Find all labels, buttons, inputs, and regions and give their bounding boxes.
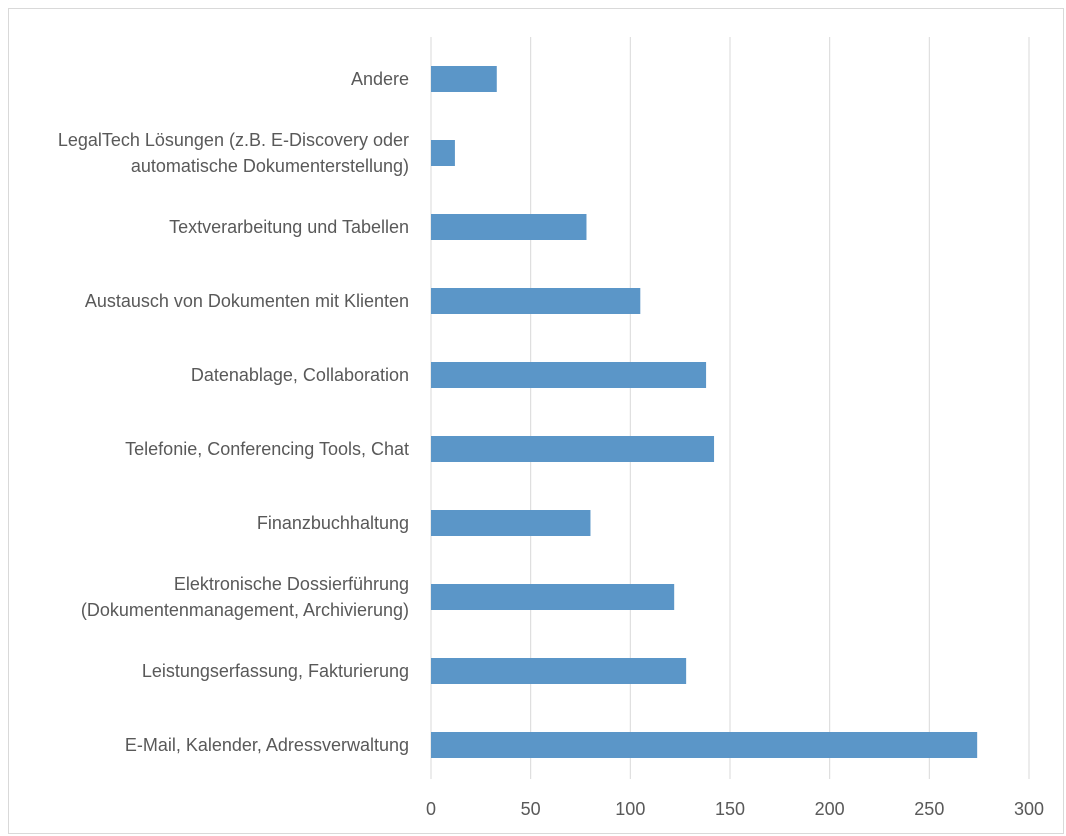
category-label: (Dokumentenmanagement, Archivierung) <box>81 600 409 620</box>
bar <box>431 66 497 92</box>
category-label: Telefonie, Conferencing Tools, Chat <box>125 439 409 459</box>
x-tick-label: 50 <box>521 799 541 819</box>
horizontal-bar-chart: E-Mail, Kalender, Adressverwaltung Leistu… <box>58 37 1044 819</box>
x-tick-label: 150 <box>715 799 745 819</box>
bars <box>431 66 978 758</box>
x-axis-tick-labels: 0 50 100 150 200 250 300 <box>426 799 1044 819</box>
category-label: Datenablage, Collaboration <box>191 365 409 385</box>
category-label: Textverarbeitung und Tabellen <box>169 217 409 237</box>
category-label: Elektronische Dossierführung <box>174 574 409 594</box>
category-label: Andere <box>351 69 409 89</box>
category-label: automatische Dokumenterstellung) <box>131 156 409 176</box>
x-tick-label: 0 <box>426 799 436 819</box>
category-label: LegalTech Lösungen (z.B. E-Discovery ode… <box>58 130 409 150</box>
gridlines <box>430 37 1030 779</box>
chart-frame: E-Mail, Kalender, Adressverwaltung Leistu… <box>8 8 1064 834</box>
category-label: E-Mail, Kalender, Adressverwaltung <box>125 735 409 755</box>
category-label: Austausch von Dokumenten mit Klienten <box>85 291 409 311</box>
x-tick-label: 300 <box>1014 799 1044 819</box>
bar <box>431 584 675 610</box>
bar <box>431 362 707 388</box>
bar <box>431 658 687 684</box>
bar <box>431 436 715 462</box>
category-label: Leistungserfassung, Fakturierung <box>142 661 409 681</box>
category-label: Finanzbuchhaltung <box>257 513 409 533</box>
category-labels: E-Mail, Kalender, Adressverwaltung Leistu… <box>58 69 409 755</box>
bar <box>431 510 591 536</box>
bar <box>431 732 978 758</box>
x-tick-label: 100 <box>615 799 645 819</box>
bar <box>431 288 641 314</box>
bar <box>431 140 455 166</box>
bar <box>431 214 587 240</box>
x-tick-label: 200 <box>815 799 845 819</box>
x-tick-label: 250 <box>914 799 944 819</box>
